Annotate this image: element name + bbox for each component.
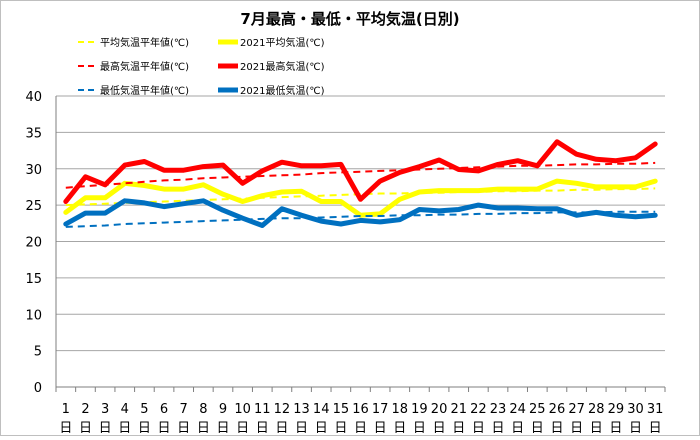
series-line-2 xyxy=(65,161,656,189)
x-tick-label: 4 xyxy=(121,402,129,417)
x-tick-label: 13 xyxy=(293,402,310,417)
x-tick-suffix: 日 xyxy=(609,421,622,436)
x-tick-label: 22 xyxy=(470,402,487,417)
x-tick-suffix: 日 xyxy=(79,421,92,436)
x-tick-label: 12 xyxy=(274,402,291,417)
x-tick-suffix: 日 xyxy=(570,421,583,436)
x-tick-label: 24 xyxy=(509,402,526,417)
x-tick-label: 10 xyxy=(234,402,251,417)
y-tick-label: 25 xyxy=(25,199,42,214)
x-tick-label: 16 xyxy=(352,402,369,417)
y-tick-label: 30 xyxy=(25,163,42,178)
x-tick-label: 17 xyxy=(372,402,389,417)
x-tick-label: 25 xyxy=(529,402,546,417)
x-tick-label: 14 xyxy=(313,402,330,417)
x-tick-label: 18 xyxy=(392,402,409,417)
x-tick-suffix: 日 xyxy=(334,421,347,436)
x-tick-suffix: 日 xyxy=(275,421,288,436)
legend-label: 平均気温平年値(℃) xyxy=(100,36,189,49)
x-tick-suffix: 日 xyxy=(236,421,249,436)
x-tick-suffix: 日 xyxy=(393,421,406,436)
x-tick-label: 7 xyxy=(180,402,188,417)
series-line-5 xyxy=(63,198,658,228)
y-tick-label: 5 xyxy=(34,345,42,360)
x-tick-suffix: 日 xyxy=(216,421,229,436)
x-tick-suffix: 日 xyxy=(138,421,151,436)
series-line-3 xyxy=(63,139,658,204)
x-tick-suffix: 日 xyxy=(197,421,210,436)
axes: 05101520253035401日2日3日4日5日6日7日8日9日10日11日… xyxy=(25,90,666,436)
legend: 平均気温平年値(℃) 2021平均気温(℃) 最高気温平年値(℃) 2021最高気温(… xyxy=(78,36,325,97)
x-tick-suffix: 日 xyxy=(118,421,131,436)
x-tick-suffix: 日 xyxy=(99,421,112,436)
series-line-4 xyxy=(65,210,656,228)
x-tick-suffix: 日 xyxy=(413,421,426,436)
y-tick-label: 20 xyxy=(25,236,42,251)
x-tick-suffix: 日 xyxy=(550,421,563,436)
x-tick-label: 28 xyxy=(588,402,605,417)
legend-label: 2021最低気温(℃) xyxy=(240,84,325,97)
x-tick-suffix: 日 xyxy=(511,421,524,436)
x-tick-suffix: 日 xyxy=(256,421,269,436)
x-tick-label: 5 xyxy=(140,402,148,417)
x-tick-suffix: 日 xyxy=(629,421,642,436)
legend-label: 2021平均気温(℃) xyxy=(240,36,325,49)
x-tick-label: 27 xyxy=(568,402,585,417)
x-tick-label: 8 xyxy=(199,402,207,417)
x-tick-label: 31 xyxy=(647,402,664,417)
x-tick-suffix: 日 xyxy=(315,421,328,436)
x-tick-label: 3 xyxy=(101,402,109,417)
x-tick-label: 29 xyxy=(608,402,625,417)
x-tick-suffix: 日 xyxy=(158,421,171,436)
x-tick-label: 19 xyxy=(411,402,428,417)
y-tick-label: 10 xyxy=(25,308,42,323)
x-tick-suffix: 日 xyxy=(295,421,308,436)
x-tick-label: 21 xyxy=(450,402,467,417)
x-tick-suffix: 日 xyxy=(590,421,603,436)
x-tick-label: 2 xyxy=(81,402,89,417)
x-tick-label: 1 xyxy=(62,402,70,417)
series-lines xyxy=(63,139,658,228)
x-tick-label: 26 xyxy=(549,402,566,417)
x-tick-label: 6 xyxy=(160,402,168,417)
chart-title: 7月最高・最低・平均気温(日別) xyxy=(240,10,459,28)
x-tick-suffix: 日 xyxy=(177,421,190,436)
y-tick-label: 40 xyxy=(25,90,42,105)
y-tick-label: 15 xyxy=(25,272,42,287)
y-tick-label: 35 xyxy=(25,126,42,141)
x-tick-suffix: 日 xyxy=(354,421,367,436)
x-tick-suffix: 日 xyxy=(492,421,505,436)
x-tick-label: 9 xyxy=(219,402,227,417)
x-tick-label: 20 xyxy=(431,402,448,417)
x-tick-label: 23 xyxy=(490,402,507,417)
x-tick-label: 30 xyxy=(627,402,644,417)
legend-label: 2021最高気温(℃) xyxy=(240,60,325,73)
legend-label: 最高気温平年値(℃) xyxy=(100,60,189,73)
x-tick-suffix: 日 xyxy=(531,421,544,436)
x-tick-suffix: 日 xyxy=(472,421,485,436)
x-tick-suffix: 日 xyxy=(452,421,465,436)
x-tick-suffix: 日 xyxy=(374,421,387,436)
y-tick-label: 0 xyxy=(34,381,42,396)
x-tick-suffix: 日 xyxy=(433,421,446,436)
x-tick-label: 15 xyxy=(333,402,350,417)
x-tick-label: 11 xyxy=(254,402,271,417)
x-tick-suffix: 日 xyxy=(649,421,662,436)
x-tick-suffix: 日 xyxy=(59,421,72,436)
legend-label: 最低気温平年値(℃) xyxy=(100,84,189,97)
